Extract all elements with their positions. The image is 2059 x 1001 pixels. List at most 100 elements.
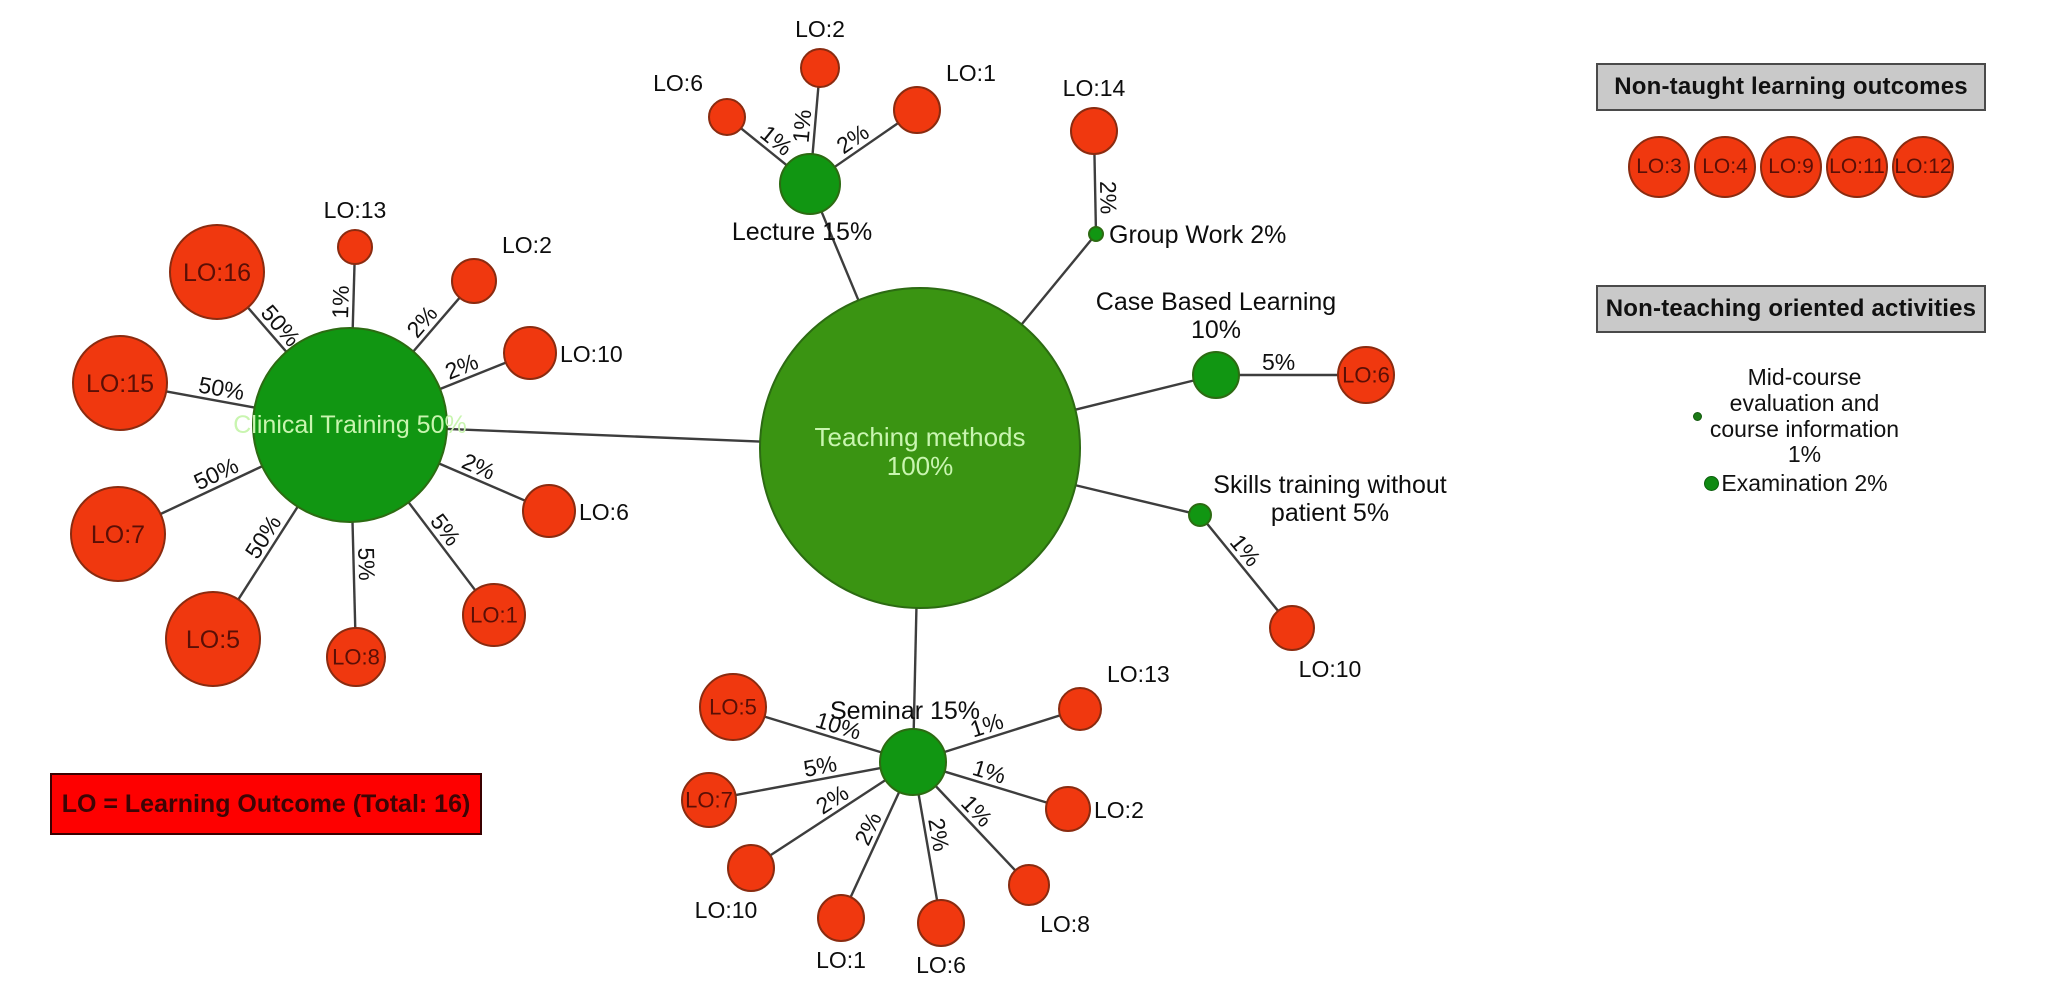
lo-label-group: LO:14 — [1063, 75, 1126, 101]
node-method-label-group: Group Work 2% — [1109, 221, 1286, 249]
edge-weight-label: 2% — [441, 348, 482, 384]
lo-label-group: LO:5 — [709, 695, 757, 720]
edge-clinical-training-to-lo-6 — [438, 462, 526, 502]
non-teaching-item-examination-label: Examination 2% — [1721, 470, 1888, 496]
lo-label-group: LO:1 — [470, 603, 518, 628]
node-learning-outcome[interactable] — [893, 86, 941, 134]
node-learning-outcome[interactable] — [72, 335, 168, 431]
edge-weight: 2% — [401, 300, 442, 342]
node-learning-outcome[interactable] — [165, 591, 261, 687]
node-learning-outcome[interactable] — [727, 844, 775, 892]
edge-clinical-training-to-lo-9 — [351, 263, 356, 329]
lo-label-group: LO:13 — [324, 197, 387, 223]
edge-lecture-to-lo-12 — [833, 122, 899, 168]
lo-label: LO:2 — [1094, 797, 1144, 823]
node-learning-outcome[interactable] — [917, 899, 965, 947]
node-learning-outcome[interactable] — [1045, 786, 1091, 832]
edge-weight: 50% — [197, 371, 247, 405]
node-learning-outcome[interactable] — [708, 98, 746, 136]
lo-label: LO:7 — [91, 521, 145, 549]
edge-seminar-to-lo-17 — [735, 766, 881, 797]
edge-weight-label: 2% — [923, 816, 954, 853]
edge-clinical-training-to-lo-8 — [412, 296, 461, 353]
edge-lecture-to-lo-10 — [740, 127, 788, 167]
lo-label: LO:5 — [186, 626, 240, 654]
node-learning-outcome[interactable] — [1058, 687, 1102, 731]
lo-label-group: LO:1 — [946, 60, 996, 86]
lo-label: LO:7 — [685, 788, 733, 813]
edge-weight-label: 1% — [970, 754, 1009, 789]
lo-label-group: LO:2 — [502, 232, 552, 258]
non-taught-chip[interactable]: LO:11 — [1826, 136, 1888, 198]
edge-root-to-skills-training — [1075, 484, 1190, 514]
edge-weight-label: 1% — [956, 790, 998, 832]
node-method-label: Seminar 15% — [830, 697, 980, 725]
node-method-clinical-training[interactable] — [252, 327, 448, 523]
node-learning-outcome[interactable] — [451, 258, 497, 304]
edge-weight-label: 2% — [401, 300, 442, 342]
edge-weight: 1% — [788, 108, 817, 143]
node-learning-outcome[interactable] — [169, 224, 265, 320]
lo-label: LO:14 — [1063, 75, 1126, 101]
node-learning-outcome[interactable] — [1070, 107, 1118, 155]
lo-label: LO:15 — [86, 370, 154, 398]
edge-weight: 2% — [1095, 181, 1122, 215]
lo-label-group: LO:5 — [186, 626, 240, 654]
node-learning-outcome[interactable] — [800, 48, 840, 88]
lo-label-group: LO:8 — [332, 645, 380, 670]
edge-weight-label: 5% — [1262, 349, 1295, 375]
edge-clinical-training-to-lo-1 — [166, 390, 255, 409]
node-learning-outcome[interactable] — [699, 673, 767, 741]
edge-clinical-training-to-lo-4 — [351, 521, 357, 629]
panel-non-teaching-header: Non-teaching oriented activities — [1596, 285, 1986, 333]
edge-clinical-training-to-lo-3 — [237, 506, 299, 601]
lo-label-group: LO:10 — [695, 897, 758, 923]
node-learning-outcome[interactable] — [462, 583, 526, 647]
lo-label-group: LO:8 — [1040, 911, 1090, 937]
node-method-case-based-learning[interactable] — [1192, 351, 1240, 399]
lo-label-group: LO:2 — [795, 16, 845, 42]
edge-lecture-to-lo-11 — [811, 86, 820, 155]
non-taught-chip[interactable]: LO:12 — [1892, 136, 1954, 198]
node-method-lecture[interactable] — [779, 153, 841, 215]
node-root-teaching-methods[interactable] — [759, 287, 1081, 609]
edge-clinical-training-to-lo-7 — [439, 361, 507, 391]
edge-clinical-training-to-lo-2 — [160, 465, 263, 516]
node-learning-outcome[interactable] — [70, 486, 166, 582]
node-learning-outcome[interactable] — [337, 229, 373, 265]
non-taught-chip[interactable]: LO:9 — [1760, 136, 1822, 198]
node-learning-outcome[interactable] — [1269, 605, 1315, 651]
edge-weight: 5% — [425, 509, 466, 551]
node-method-skills-training[interactable] — [1188, 503, 1212, 527]
edges-layer — [160, 86, 1338, 901]
node-learning-outcome[interactable] — [681, 772, 737, 828]
non-taught-chip-row: LO:3 LO:4 LO:9 LO:11 LO:12 — [1596, 135, 1986, 199]
non-teaching-item-mid-course: Mid-course evaluation and course informati… — [1596, 364, 1996, 468]
non-taught-chip[interactable]: LO:3 — [1628, 136, 1690, 198]
non-taught-chip[interactable]: LO:4 — [1694, 136, 1756, 198]
node-learning-outcome[interactable] — [522, 484, 576, 538]
edge-weight: 2% — [832, 119, 874, 159]
node-method-group-work[interactable] — [1088, 226, 1104, 242]
lo-label-group: LO:15 — [86, 370, 154, 398]
edge-seminar-to-lo-20 — [917, 794, 939, 901]
edge-weight: 1% — [1225, 529, 1266, 571]
node-learning-outcome[interactable] — [817, 894, 865, 942]
edge-weight-label: 2% — [458, 448, 499, 485]
lo-label: LO:10 — [1299, 656, 1362, 682]
node-learning-outcome[interactable] — [503, 326, 557, 380]
node-method-label: Case Based Learning — [1096, 288, 1336, 316]
lo-label: LO:6 — [653, 70, 703, 96]
node-learning-outcome[interactable] — [1008, 864, 1050, 906]
node-root-label: 100% — [887, 451, 954, 481]
node-learning-outcome[interactable] — [326, 627, 386, 687]
edge-skills-training-to-lo-15 — [1206, 522, 1280, 612]
edge-root-to-lecture — [820, 211, 860, 301]
panel-non-taught-header: Non-taught learning outcomes — [1596, 63, 1986, 111]
node-method-seminar[interactable] — [879, 728, 947, 796]
node-learning-outcome[interactable] — [1337, 346, 1395, 404]
lo-label-group: LO:6 — [579, 499, 629, 525]
nodes-layer — [70, 48, 1395, 947]
